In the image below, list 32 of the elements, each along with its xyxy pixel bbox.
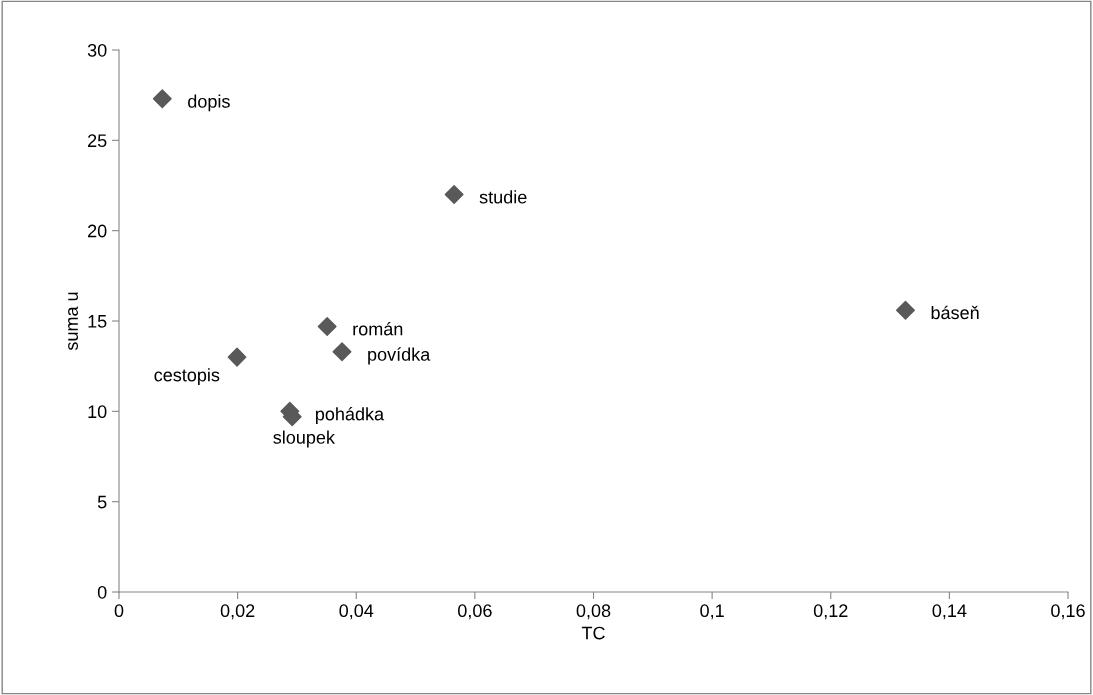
point xyxy=(227,347,247,367)
point xyxy=(896,300,915,320)
x-tick-label: 0,08 xyxy=(576,604,611,620)
y-axis-title: suma u xyxy=(68,292,78,351)
annotation: román xyxy=(353,321,403,336)
y-tick-label: 20 xyxy=(88,224,107,238)
x-tick-label: 0 xyxy=(114,604,124,618)
annotation: povídka xyxy=(368,347,431,365)
annotation: sloupek xyxy=(273,430,336,448)
x-tick-label: 0,16 xyxy=(1051,604,1085,620)
x-tick-label: 0,1 xyxy=(700,604,724,620)
annotation: pohádka xyxy=(315,406,385,425)
y-tick-label: 15 xyxy=(88,315,107,328)
y-tick-label: 10 xyxy=(88,405,107,419)
point xyxy=(332,342,352,362)
point xyxy=(444,185,464,205)
annotation: cestopis xyxy=(154,368,220,385)
x-tick-label: 0,02 xyxy=(220,604,255,620)
y-tick-label: 30 xyxy=(87,43,107,57)
annotation: báseň xyxy=(931,305,979,320)
point xyxy=(317,316,337,336)
x-tick-label: 0,14 xyxy=(932,604,967,620)
annotation: studie xyxy=(479,190,527,204)
x-tick-label: 0,12 xyxy=(813,604,848,620)
x-axis-title: TC xyxy=(581,626,605,640)
x-tick-label: 0,06 xyxy=(458,604,492,620)
point xyxy=(152,89,172,109)
y-tick-label: 5 xyxy=(97,495,107,509)
y-tick-label: 25 xyxy=(88,134,107,148)
annotation: dopis xyxy=(188,94,230,112)
x-tick-label: 0,04 xyxy=(339,604,374,620)
y-tick-label: 0 xyxy=(97,585,107,599)
